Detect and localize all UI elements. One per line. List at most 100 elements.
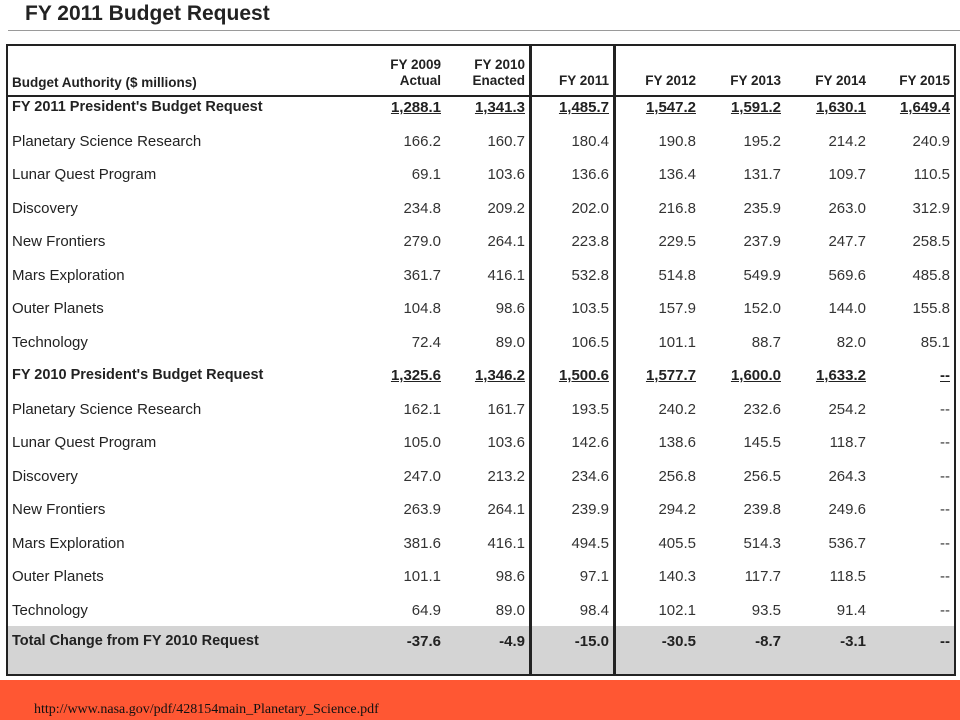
table-cell: 264.1 — [487, 501, 525, 518]
table-cell: 106.5 — [571, 334, 609, 351]
row-label: Lunar Quest Program — [12, 434, 157, 451]
column-header: FY 2012 — [606, 57, 696, 89]
table-cell: 514.3 — [743, 535, 781, 552]
table-cell: 101.1 — [403, 568, 441, 585]
header-divider — [6, 95, 956, 97]
table-cell: -- — [940, 401, 950, 418]
table-cell: -15.0 — [574, 633, 609, 650]
table-cell: 109.7 — [828, 166, 866, 183]
table-cell: -- — [940, 367, 950, 384]
column-header: FY 2010 Enacted — [435, 57, 525, 89]
table-cell: 85.1 — [920, 334, 950, 351]
table-cell: -30.5 — [661, 633, 696, 650]
table-cell: 216.8 — [658, 200, 696, 217]
row-label: Planetary Science Research — [12, 133, 202, 150]
table-cell: 145.5 — [743, 434, 781, 451]
table-cell: -- — [940, 602, 950, 619]
table-cell: 88.7 — [751, 334, 781, 351]
table-cell: 312.9 — [912, 200, 950, 217]
table-cell: -8.7 — [755, 633, 781, 650]
table-cell: 144.0 — [828, 300, 866, 317]
table-cell: 229.5 — [658, 233, 696, 250]
table-cell: 532.8 — [571, 267, 609, 284]
row-label: Mars Exploration — [12, 535, 125, 552]
table-cell: 214.2 — [828, 133, 866, 150]
table-cell: 91.4 — [836, 602, 866, 619]
table-cell: 294.2 — [658, 501, 696, 518]
column-header-line1: FY 2010 — [474, 57, 525, 72]
table-cell: 254.2 — [828, 401, 866, 418]
column-header-line2: Enacted — [472, 73, 525, 88]
table-cell: 264.1 — [487, 233, 525, 250]
table-cell: 105.0 — [403, 434, 441, 451]
table-cell: 195.2 — [743, 133, 781, 150]
column-header: FY 2013 — [691, 57, 781, 89]
table-cell: 104.8 — [403, 300, 441, 317]
table-cell: 97.1 — [579, 568, 609, 585]
table-cell: 118.7 — [829, 434, 866, 451]
table-cell: 256.5 — [743, 468, 781, 485]
table-cell: 138.6 — [658, 434, 696, 451]
table-cell: 1,500.6 — [558, 367, 609, 384]
table-cell: 118.5 — [829, 568, 866, 585]
table-cell: 190.8 — [658, 133, 696, 150]
row-label: Mars Exploration — [12, 267, 125, 284]
row-label: Lunar Quest Program — [12, 166, 157, 183]
column-header-line1 — [606, 57, 696, 73]
table-cell: 263.0 — [828, 200, 866, 217]
table-cell: 160.7 — [487, 133, 525, 150]
column-header: FY 2011 — [519, 57, 609, 89]
table-cell: 264.3 — [828, 468, 866, 485]
table-cell: 549.9 — [743, 267, 781, 284]
table-cell: 82.0 — [836, 334, 866, 351]
column-header-line2: FY 2011 — [558, 73, 609, 88]
section-row-label: FY 2010 President's Budget Request — [12, 367, 264, 383]
table-cell: -- — [940, 633, 950, 650]
table-cell: 117.7 — [744, 568, 781, 585]
table-cell: 131.7 — [743, 166, 781, 183]
column-header-line1 — [776, 57, 866, 73]
table-cell: -- — [940, 535, 950, 552]
column-header-line2: FY 2014 — [815, 73, 866, 88]
table-cell: -3.1 — [840, 633, 866, 650]
column-header: FY 2009 Actual — [351, 57, 441, 89]
header-label: Budget Authority ($ millions) — [12, 75, 197, 90]
table-cell: 1,346.2 — [474, 367, 525, 384]
column-divider-fy2011-right — [613, 44, 616, 676]
table-cell: 416.1 — [487, 267, 525, 284]
table-cell: -- — [940, 501, 950, 518]
table-cell: 161.7 — [487, 401, 525, 418]
table-cell: 101.1 — [658, 334, 696, 351]
table-cell: 1,288.1 — [390, 99, 441, 116]
table-cell: 142.6 — [571, 434, 609, 451]
table-cell: 152.0 — [743, 300, 781, 317]
table-cell: 240.9 — [912, 133, 950, 150]
column-header-line1: FY 2009 — [390, 57, 441, 72]
table-cell: 1,649.4 — [899, 99, 950, 116]
table-cell: 213.2 — [487, 468, 525, 485]
table-cell: 405.5 — [658, 535, 696, 552]
column-header: FY 2015 — [860, 57, 950, 89]
title-divider — [8, 30, 960, 31]
source-link[interactable]: http://www.nasa.gov/pdf/428154main_Plane… — [34, 702, 379, 717]
table-cell: 209.2 — [487, 200, 525, 217]
table-cell: 136.6 — [571, 166, 609, 183]
table-cell: 494.5 — [571, 535, 609, 552]
table-cell: 234.8 — [403, 200, 441, 217]
table-cell: 1,633.2 — [815, 367, 866, 384]
column-header-line1 — [860, 57, 950, 73]
table-cell: 536.7 — [828, 535, 866, 552]
table-cell: 237.9 — [743, 233, 781, 250]
column-header-line2: FY 2015 — [899, 73, 950, 88]
table-cell: 89.0 — [495, 602, 525, 619]
table-cell: 247.0 — [403, 468, 441, 485]
table-frame — [6, 44, 956, 676]
table-cell: 93.5 — [751, 602, 781, 619]
table-cell: 136.4 — [658, 166, 696, 183]
table-cell: 258.5 — [912, 233, 950, 250]
row-label: New Frontiers — [12, 233, 106, 250]
table-cell: 69.1 — [411, 166, 441, 183]
row-label: Outer Planets — [12, 300, 104, 317]
table-cell: -- — [940, 468, 950, 485]
table-cell: -- — [940, 568, 950, 585]
